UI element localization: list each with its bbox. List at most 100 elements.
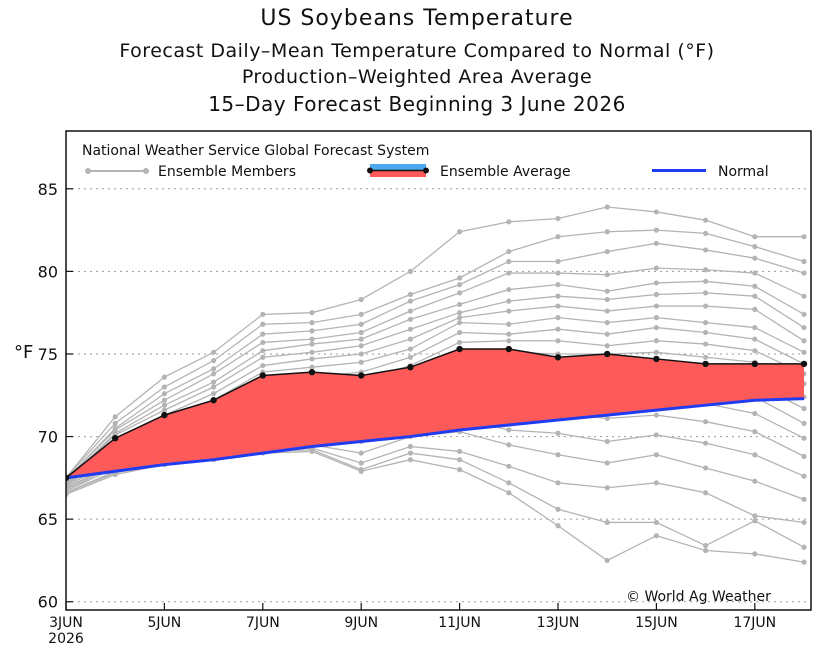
member-4 bbox=[66, 265, 807, 483]
member-point-3-12JUN bbox=[506, 258, 512, 265]
member-point-5-14JUN bbox=[604, 288, 610, 294]
legend-normal-label: Normal bbox=[718, 164, 769, 180]
ensemble-average-point-5JUN bbox=[161, 411, 168, 419]
member-line-3 bbox=[66, 242, 805, 480]
y-tick-label-80: 80 bbox=[38, 262, 58, 281]
y-tick-label-65: 65 bbox=[38, 510, 58, 529]
ensemble-average-point-12JUN bbox=[505, 345, 512, 353]
member-point-5-7JUN bbox=[260, 348, 266, 354]
legend-average-label: Ensemble Average bbox=[440, 164, 571, 180]
member-point-4-9JUN bbox=[358, 329, 364, 336]
member-point-20-14JUN bbox=[604, 519, 610, 526]
member-point-8-13JUN bbox=[555, 315, 561, 321]
member-point-19-13JUN bbox=[555, 480, 561, 486]
member-point-5-15JUN bbox=[653, 280, 660, 286]
member-point-21-11JUN bbox=[457, 467, 463, 473]
member-point-19-14JUN bbox=[604, 485, 610, 491]
member-point-2-8JUN bbox=[309, 320, 315, 326]
member-point-2-13JUN bbox=[555, 234, 561, 240]
member-point-1-8JUN bbox=[309, 310, 315, 316]
member-point-19-18JUN bbox=[801, 519, 807, 526]
member-point-2-9JUN bbox=[358, 311, 364, 317]
member-point-7-11JUN bbox=[457, 315, 463, 321]
ensemble-average-point-18JUN bbox=[800, 360, 808, 368]
member-point-4-7JUN bbox=[260, 339, 266, 346]
member-point-7-10JUN bbox=[407, 336, 413, 342]
member-point-10-15JUN bbox=[653, 338, 660, 344]
member-point-21-12JUN bbox=[506, 490, 512, 496]
y-tick-label-60: 60 bbox=[38, 593, 58, 612]
y-axis-label: °F bbox=[14, 342, 33, 363]
member-point-6-18JUN bbox=[801, 324, 807, 331]
member-point-6-17JUN bbox=[752, 293, 758, 299]
ensemble-average-point-4JUN bbox=[112, 435, 119, 442]
member-point-19-17JUN bbox=[752, 513, 758, 519]
member-point-10-17JUN bbox=[752, 348, 758, 354]
member-point-3-16JUN bbox=[703, 247, 709, 253]
member-point-7-13JUN bbox=[555, 303, 561, 309]
member-point-17-15JUN bbox=[653, 432, 660, 438]
member-point-6-6JUN bbox=[211, 384, 217, 390]
x-tick-label-17JUN: 17JUN bbox=[733, 615, 776, 631]
member-point-9-12JUN bbox=[506, 331, 512, 337]
member-point-4-11JUN bbox=[457, 290, 463, 296]
member-point-3-17JUN bbox=[752, 255, 758, 261]
member-point-9-15JUN bbox=[653, 324, 660, 331]
member-point-5-17JUN bbox=[752, 283, 758, 289]
member-point-2-6JUN bbox=[211, 357, 217, 364]
member-point-5-18JUN bbox=[801, 311, 807, 317]
member-point-8-8JUN bbox=[309, 364, 315, 370]
member-point-21-9JUN bbox=[358, 468, 364, 474]
member-3 bbox=[66, 240, 807, 483]
member-point-3-14JUN bbox=[604, 248, 610, 255]
member-point-19-12JUN bbox=[506, 463, 512, 469]
member-point-8-12JUN bbox=[506, 321, 512, 327]
main-lines bbox=[66, 345, 808, 482]
member-point-3-9JUN bbox=[358, 321, 364, 327]
member-point-1-5JUN bbox=[161, 374, 167, 380]
member-point-2-17JUN bbox=[752, 244, 758, 250]
member-point-3-18JUN bbox=[801, 270, 807, 276]
normal-line bbox=[66, 397, 805, 480]
member-point-4-15JUN bbox=[653, 265, 660, 271]
member-line-4 bbox=[66, 267, 805, 480]
member-point-10-14JUN bbox=[604, 343, 610, 349]
anomaly-fill bbox=[66, 349, 804, 478]
member-point-2-12JUN bbox=[506, 248, 512, 255]
member-point-18-15JUN bbox=[653, 452, 660, 458]
member-point-2-10JUN bbox=[407, 291, 413, 298]
member-point-20-18JUN bbox=[801, 544, 807, 550]
member-point-2-4JUN bbox=[112, 420, 118, 426]
member-point-17-16JUN bbox=[703, 440, 709, 446]
member-point-20-13JUN bbox=[555, 506, 561, 512]
member-point-3-10JUN bbox=[407, 298, 413, 304]
legend-above-swatch bbox=[370, 171, 426, 177]
member-point-3-6JUN bbox=[211, 366, 217, 372]
member-point-5-11JUN bbox=[457, 301, 463, 308]
member-point-1-9JUN bbox=[358, 296, 364, 303]
member-point-8-10JUN bbox=[407, 346, 413, 352]
ensemble-average-point-10JUN bbox=[407, 363, 414, 371]
above-normal-area bbox=[66, 349, 804, 478]
member-point-8-15JUN bbox=[653, 315, 660, 321]
member-point-2-18JUN bbox=[801, 258, 807, 265]
x-tick-label-9JUN: 9JUN bbox=[344, 615, 378, 631]
member-point-4-8JUN bbox=[309, 336, 315, 342]
legend-members-label: Ensemble Members bbox=[158, 164, 296, 180]
member-point-1-12JUN bbox=[506, 219, 512, 225]
member-point-10-12JUN bbox=[506, 338, 512, 344]
member-point-8-9JUN bbox=[358, 359, 364, 365]
member-point-7-7JUN bbox=[260, 362, 266, 369]
member-point-7-12JUN bbox=[506, 308, 512, 314]
member-point-6-12JUN bbox=[506, 298, 512, 304]
member-point-4-14JUN bbox=[604, 272, 610, 278]
member-point-16-17JUN bbox=[752, 429, 758, 435]
member-point-17-18JUN bbox=[801, 473, 807, 479]
member-point-8-14JUN bbox=[604, 320, 610, 326]
member-point-3-7JUN bbox=[260, 331, 266, 337]
legend-average-dot-right bbox=[423, 167, 429, 174]
member-point-5-13JUN bbox=[555, 282, 561, 288]
member-point-2-14JUN bbox=[604, 229, 610, 235]
